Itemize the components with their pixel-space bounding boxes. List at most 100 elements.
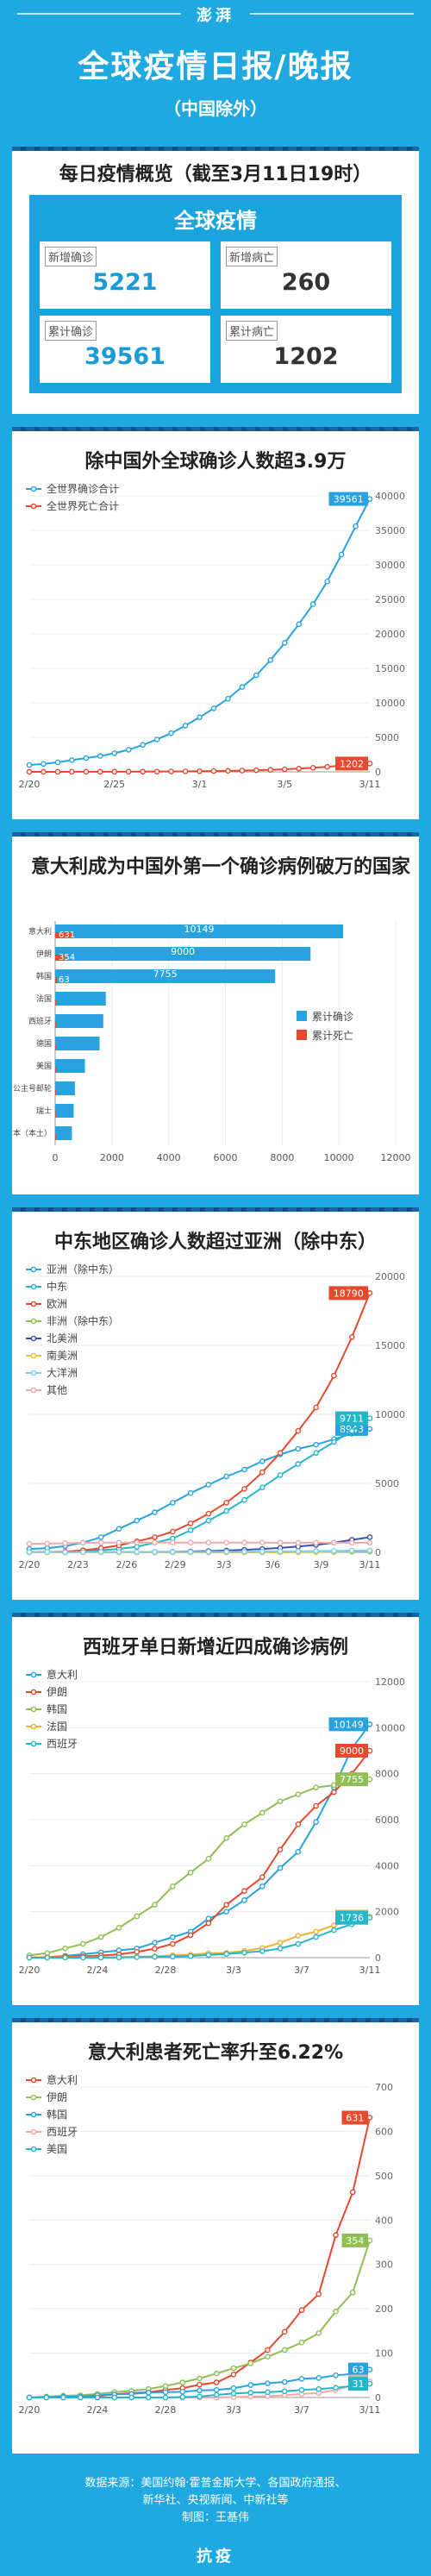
data-point xyxy=(366,761,373,767)
data-point xyxy=(205,1952,212,1959)
legend-marker xyxy=(30,1369,37,1376)
legend-label: 意大利 xyxy=(47,2073,78,2086)
x-tick-label: 12000 xyxy=(381,1152,411,1163)
new-deaths-value: 260 xyxy=(281,269,331,296)
data-point xyxy=(239,768,246,774)
data-point xyxy=(125,747,132,753)
data-point xyxy=(315,2385,322,2392)
data-point xyxy=(241,1949,247,1956)
legend-label: 非洲（除中东） xyxy=(47,1314,119,1327)
data-point xyxy=(281,2388,288,2395)
category-label: 意大利 xyxy=(28,926,52,937)
data-point xyxy=(331,1539,337,1546)
data-point xyxy=(62,1549,68,1556)
value-label-bg xyxy=(348,2377,368,2391)
data-point xyxy=(170,1953,176,1960)
card-top-bar xyxy=(12,1613,419,1617)
data-point xyxy=(324,578,330,585)
data-point xyxy=(162,2394,169,2401)
legend-label: 北美洲 xyxy=(47,1332,78,1344)
value-label: 354 xyxy=(346,2235,364,2247)
confirmed-bar xyxy=(55,969,276,983)
brand-logo: 澎湃 xyxy=(197,7,234,25)
page-title: 全球疫情日报/晚报 xyxy=(78,49,353,85)
data-point xyxy=(313,1404,319,1411)
value-label-bg xyxy=(341,2233,368,2247)
global-cumulative-chart: 0 5000 10000 15000 20000 25000 30000 35000 40000… xyxy=(19,482,405,790)
data-point xyxy=(187,1489,194,1496)
value-label: 63 xyxy=(353,2365,365,2376)
data-point xyxy=(134,1954,141,1960)
x-tick-label: 2/26 xyxy=(116,1559,138,1570)
x-tick-label: 3/3 xyxy=(226,1965,241,1976)
data-point xyxy=(116,1925,122,1931)
data-point xyxy=(69,768,75,775)
data-point xyxy=(247,2390,254,2396)
value-label-bg xyxy=(335,1910,368,1925)
deaths-bar xyxy=(55,1089,56,1095)
legend-marker xyxy=(30,2146,37,2153)
chart-3-title: 中东地区确诊人数超过亚洲（除中东） xyxy=(53,1232,377,1253)
data-point xyxy=(162,2389,169,2396)
data-point xyxy=(111,2394,118,2401)
data-point xyxy=(97,1954,104,1961)
data-point xyxy=(44,1540,51,1547)
y-tick-label: 400 xyxy=(375,2215,393,2226)
value-label: 18790 xyxy=(334,1288,364,1299)
data-point xyxy=(309,764,316,771)
data-point xyxy=(259,1548,265,1555)
deaths-value-label: 63 xyxy=(59,975,70,985)
data-point xyxy=(253,767,259,774)
data-point xyxy=(277,1539,284,1546)
confirmed-value-label: 7755 xyxy=(153,968,178,980)
data-point xyxy=(281,2328,288,2335)
confirmed-bar xyxy=(55,1126,72,1140)
confirmed-value-label: 10149 xyxy=(184,924,215,935)
data-point xyxy=(116,1954,122,1961)
value-label-bg xyxy=(335,1772,368,1787)
legend-marker xyxy=(30,1318,37,1325)
deaths-bar xyxy=(55,1112,56,1118)
logo-rule-left xyxy=(17,13,181,15)
confirmed-bar xyxy=(55,992,106,1006)
value-label: 631 xyxy=(346,2112,364,2123)
data-point xyxy=(331,1927,337,1934)
data-point xyxy=(187,1952,194,1959)
legend-marker xyxy=(30,1266,37,1273)
y-tick-label: 40000 xyxy=(375,491,405,502)
data-point xyxy=(26,2394,33,2401)
x-tick-label: 2/29 xyxy=(165,1559,186,1570)
data-point xyxy=(366,496,373,502)
card-top-bar xyxy=(12,147,419,151)
data-point xyxy=(44,1549,51,1556)
deaths-value-label: 631 xyxy=(59,931,75,940)
data-point xyxy=(315,2375,322,2381)
data-point xyxy=(168,768,174,774)
author-credit: 制图：王基伟 xyxy=(181,2511,249,2524)
x-tick-label: 3/3 xyxy=(216,1559,232,1570)
y-tick-label: 8000 xyxy=(375,1769,399,1780)
data-point xyxy=(296,765,303,772)
data-point xyxy=(54,768,61,775)
data-point xyxy=(134,1949,141,1955)
data-point xyxy=(170,1500,176,1506)
data-point xyxy=(333,2372,339,2379)
data-point xyxy=(295,1940,302,1947)
data-point xyxy=(277,1946,284,1952)
data-point xyxy=(313,1802,319,1809)
data-point xyxy=(259,1948,265,1954)
x-tick-label: 2000 xyxy=(100,1152,124,1163)
data-point xyxy=(170,1940,176,1947)
source-line-2: 新华社、央视新闻、中新社等 xyxy=(142,2494,289,2507)
data-point xyxy=(205,1482,212,1488)
data-point xyxy=(348,1334,355,1340)
data-point xyxy=(43,2394,50,2401)
data-point xyxy=(187,1549,194,1555)
data-point xyxy=(62,1540,68,1546)
legend-marker xyxy=(30,1352,37,1359)
legend-label: 南美洲 xyxy=(47,1349,78,1362)
value-label-bg xyxy=(328,492,368,506)
value-label-bg xyxy=(328,1717,368,1732)
value-label: 9000 xyxy=(340,1746,364,1757)
footer-brand: 抗疫 xyxy=(197,2548,234,2566)
